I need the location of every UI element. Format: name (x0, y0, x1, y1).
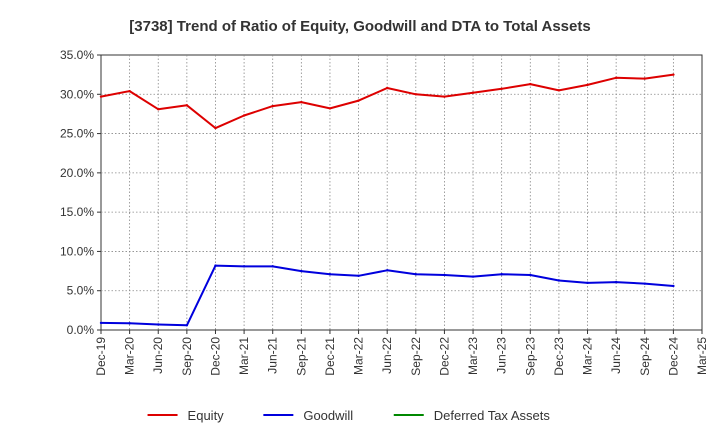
x-tick-label: Dec-24 (666, 337, 680, 376)
x-tick-label: Jun-21 (266, 337, 280, 374)
x-tick-label: Jun-22 (380, 337, 394, 374)
data-point-goodwill (328, 273, 332, 276)
x-tick-label: Dec-23 (552, 337, 566, 376)
data-point-goodwill (614, 280, 618, 284)
data-point-equity (443, 95, 446, 98)
data-point-equity (242, 114, 246, 117)
data-point-goodwill (128, 322, 131, 325)
x-tick-label: Jun-23 (495, 337, 509, 374)
data-point-equity (614, 76, 618, 79)
legend: Equity Goodwill Deferred Tax Assets (147, 408, 551, 423)
data-point-equity (99, 95, 103, 98)
data-point-goodwill (529, 273, 532, 277)
data-point-equity (214, 126, 217, 130)
data-point-equity (385, 86, 389, 90)
data-point-equity (471, 91, 475, 94)
data-point-goodwill (300, 269, 303, 273)
data-point-equity (157, 108, 160, 111)
plot-frame (100, 54, 703, 331)
data-point-equity (557, 89, 561, 92)
y-tick-label: 5.0% (67, 284, 95, 298)
data-point-goodwill (414, 273, 418, 276)
data-point-equity (185, 104, 189, 107)
x-tick-label: Sep-20 (180, 337, 194, 376)
data-point-equity (328, 107, 332, 110)
x-tick-label: Mar-24 (581, 337, 595, 375)
data-point-goodwill (586, 281, 589, 285)
x-tick-label: Sep-23 (523, 337, 537, 376)
legend-label-goodwill: Goodwill (303, 408, 353, 423)
x-axis: Dec-19 Mar-20 Jun-20 Sep-20 Dec-20 Mar-21 Jun-… (94, 330, 709, 376)
x-tick-label: Sep-22 (409, 337, 423, 376)
y-tick-label: 25.0% (60, 127, 94, 141)
data-point-goodwill (357, 274, 360, 277)
y-tick-label: 10.0% (60, 244, 94, 258)
data-point-goodwill (500, 273, 503, 276)
data-point-goodwill (185, 324, 189, 327)
data-point-goodwill (271, 265, 274, 268)
data-point-goodwill (214, 264, 217, 267)
x-tick-label: Sep-21 (294, 337, 308, 376)
data-point-equity (586, 83, 589, 87)
chart-title: [3738] Trend of Ratio of Equity, Goodwil… (129, 18, 590, 35)
x-tick-label: Mar-25 (695, 337, 709, 375)
data-point-equity (500, 87, 503, 90)
x-tick-label: Mar-20 (123, 337, 137, 375)
y-tick-label: 0.0% (67, 323, 95, 337)
data-point-equity (128, 89, 131, 93)
y-axis: 0.0% 5.0% 10.0% 15.0% 20.0% 25.0% 30.0% 35.0% (60, 48, 101, 337)
x-tick-label: Mar-21 (237, 337, 251, 375)
legend-label-deferred-tax-assets: Deferred Tax Assets (434, 408, 551, 423)
data-point-goodwill (672, 284, 675, 288)
data-point-goodwill (385, 269, 389, 272)
data-point-goodwill (443, 273, 446, 277)
data-point-goodwill (99, 321, 103, 325)
data-point-equity (271, 104, 274, 108)
x-tick-label: Dec-19 (94, 337, 108, 376)
y-tick-label: 35.0% (60, 48, 94, 62)
x-tick-label: Jun-20 (151, 337, 165, 374)
data-point-equity (414, 93, 418, 96)
plot-area (100, 54, 703, 331)
data-point-goodwill (157, 323, 160, 326)
y-tick-label: 15.0% (60, 205, 94, 219)
y-tick-label: 30.0% (60, 87, 94, 101)
data-point-goodwill (242, 265, 246, 268)
series-lines (99, 73, 675, 327)
x-tick-label: Dec-22 (437, 337, 451, 376)
data-point-equity (643, 77, 646, 80)
data-point-equity (357, 99, 360, 102)
x-tick-label: Mar-22 (352, 337, 366, 375)
data-point-equity (529, 82, 532, 86)
x-tick-label: Mar-23 (466, 337, 480, 375)
data-point-goodwill (643, 282, 646, 285)
data-point-goodwill (557, 279, 561, 282)
x-tick-label: Dec-21 (323, 337, 337, 376)
x-tick-label: Dec-20 (208, 337, 222, 376)
y-tick-label: 20.0% (60, 166, 94, 180)
x-tick-label: Sep-24 (638, 337, 652, 376)
data-point-goodwill (471, 275, 475, 278)
legend-label-equity: Equity (188, 408, 225, 423)
data-point-equity (672, 73, 675, 76)
data-point-equity (300, 100, 303, 104)
grid-lines (101, 55, 702, 330)
x-tick-label: Jun-24 (609, 337, 623, 374)
